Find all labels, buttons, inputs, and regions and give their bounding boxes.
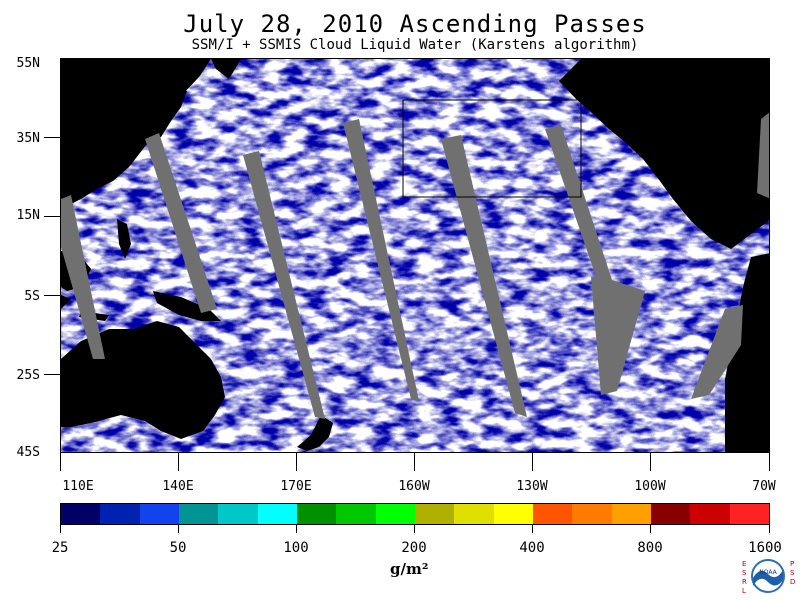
colorbar-swatch-1	[100, 504, 140, 524]
lat-label-35n: 35N	[16, 131, 40, 146]
colorbar-swatch-15	[650, 504, 691, 524]
lon-tick	[414, 453, 415, 471]
colorbar-swatch-17	[729, 504, 769, 524]
colorbar-swatch-9	[414, 504, 455, 524]
land-kamchatka	[211, 59, 241, 79]
lon-label-170e: 170E	[280, 479, 312, 494]
colorbar-swatch-2	[139, 504, 179, 524]
lat-tick	[44, 137, 60, 138]
colorbar	[60, 503, 770, 525]
colorbar-swatch-4	[218, 504, 258, 524]
colorbar-tick	[650, 525, 651, 533]
lat-tick	[44, 374, 60, 375]
lat-label-45s: 45S	[16, 445, 40, 460]
lon-tick	[178, 453, 179, 471]
lon-label-160w: 160W	[398, 479, 430, 494]
colorbar-tick	[60, 525, 61, 533]
colorbar-swatch-14	[611, 504, 651, 524]
land-north-america	[559, 59, 769, 249]
land-new-zealand	[297, 415, 333, 451]
swath-gap-2	[145, 133, 217, 313]
colorbar-label: 1600	[748, 540, 782, 556]
lon-tick	[296, 453, 297, 471]
colorbar-swatch-16	[690, 504, 730, 524]
lon-label-70w: 70W	[752, 479, 776, 494]
map-title: July 28, 2010 Ascending Passes	[183, 10, 647, 38]
lon-tick	[769, 453, 770, 471]
colorbar-tick	[414, 525, 415, 533]
map-subtitle: SSM/I + SSMIS Cloud Liquid Water (Karste…	[191, 37, 639, 53]
lon-label-110e: 110E	[62, 479, 94, 494]
colorbar-swatch-6	[296, 504, 337, 524]
logo-text: NOAA	[759, 569, 777, 576]
swath-gap-4	[343, 119, 419, 401]
swath-gap-9	[757, 112, 769, 199]
swath-gap-6	[545, 125, 615, 291]
lat-label-15n: 15N	[16, 208, 40, 223]
lon-tick	[60, 453, 61, 471]
swath-gap-5	[441, 135, 527, 417]
land-south-america	[725, 253, 769, 452]
colorbar-units: g/m²	[390, 560, 429, 578]
colorbar-swatch-11	[493, 504, 533, 524]
lat-label-5s: 5S	[24, 289, 40, 304]
swath-gap-7	[591, 277, 645, 395]
lon-tick	[650, 453, 651, 471]
colorbar-tick	[532, 525, 533, 533]
lon-label-140e: 140E	[162, 479, 194, 494]
colorbar-swatch-10	[454, 504, 494, 524]
swath-gap-3	[243, 151, 325, 419]
colorbar-tick	[296, 525, 297, 533]
colorbar-label: 400	[519, 540, 545, 556]
lat-tick	[44, 216, 60, 217]
colorbar-swatch-13	[572, 504, 612, 524]
colorbar-swatch-7	[336, 504, 376, 524]
colorbar-label: 50	[169, 540, 187, 556]
land-japan	[149, 89, 187, 145]
lat-label-25s: 25S	[16, 368, 40, 383]
lon-label-130w: 130W	[516, 479, 548, 494]
colorbar-swatch-0	[61, 504, 101, 524]
swath-gap-1	[61, 195, 105, 359]
colorbar-tick	[769, 525, 770, 533]
cloud-liquid-water-map	[60, 58, 770, 453]
noaa-esrl-psd-logo: NOAA	[751, 559, 785, 593]
colorbar-swatch-5	[257, 504, 297, 524]
no-data-swaths	[61, 112, 769, 419]
colorbar-label: 200	[401, 540, 427, 556]
logo-bird	[753, 570, 783, 586]
colorbar-label: 25	[51, 540, 69, 556]
colorbar-label: 800	[637, 540, 663, 556]
colorbar-swatch-3	[178, 504, 219, 524]
map-canvas	[61, 59, 769, 452]
colorbar-swatch-12	[532, 504, 573, 524]
lon-tick	[532, 453, 533, 471]
land-sumatra-java	[61, 295, 109, 321]
colorbar-tick	[178, 525, 179, 533]
colorbar-label: 100	[283, 540, 309, 556]
lat-tick	[44, 295, 60, 296]
region-outline-box	[402, 99, 582, 198]
lon-label-100w: 100W	[634, 479, 666, 494]
colorbar-swatch-8	[375, 504, 415, 524]
land-philippines	[117, 219, 131, 259]
lat-label-55n: 55N	[16, 56, 40, 71]
land-new-guinea	[153, 291, 221, 321]
swath-gap-8	[691, 305, 743, 399]
